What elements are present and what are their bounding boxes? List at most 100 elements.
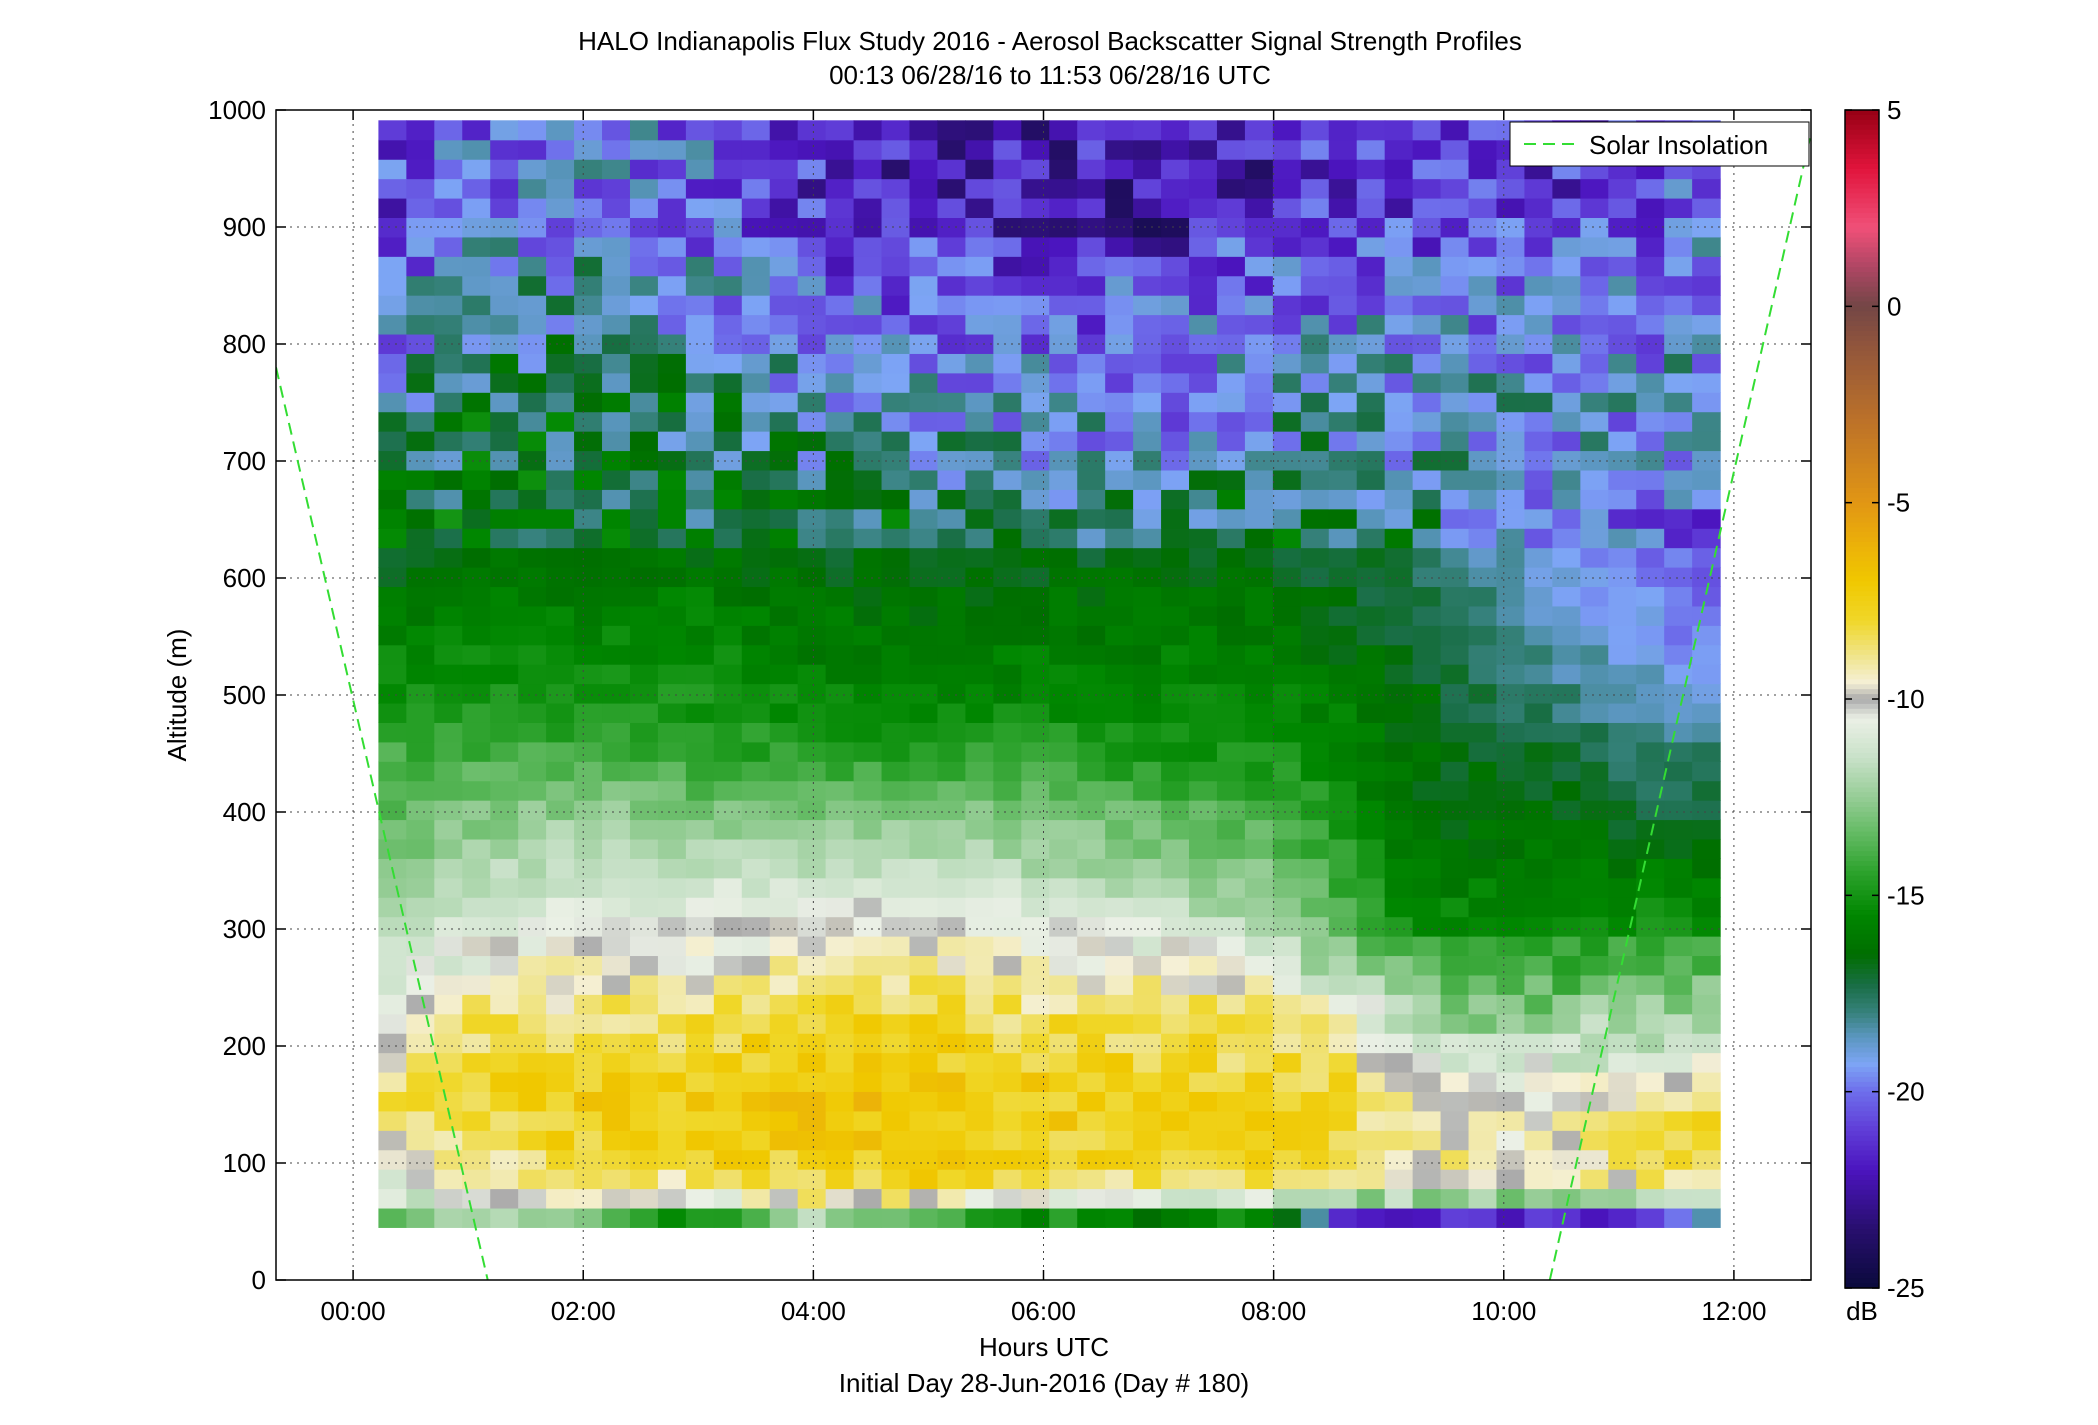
heatmap-cell — [937, 916, 966, 937]
heatmap-cell — [1468, 605, 1498, 626]
heatmap-cell — [378, 761, 407, 782]
heatmap-cell — [1664, 236, 1693, 257]
heatmap-cell — [1216, 508, 1246, 529]
heatmap-cell — [797, 877, 827, 898]
heatmap-cell — [1021, 741, 1050, 762]
heatmap-cell — [546, 489, 575, 510]
heatmap-cell — [1328, 372, 1358, 393]
colorbar-segment — [1845, 271, 1879, 278]
colorbar-segment — [1845, 276, 1879, 283]
heatmap-cell — [1272, 567, 1302, 588]
heatmap-cell — [1580, 431, 1609, 452]
colorbar-segment — [1845, 586, 1879, 592]
colorbar-segment — [1845, 924, 1879, 931]
heatmap-cell — [685, 411, 715, 432]
heatmap-cell — [797, 528, 827, 549]
heatmap-cell — [378, 159, 407, 180]
heatmap-cell — [1216, 411, 1246, 432]
heatmap-cell — [1328, 800, 1358, 821]
heatmap-cell — [993, 1110, 1022, 1131]
heatmap-cell — [1468, 469, 1498, 490]
heatmap-cell — [1244, 1033, 1274, 1054]
heatmap-cell — [490, 1052, 519, 1073]
heatmap-cell — [993, 994, 1022, 1015]
heatmap-cell — [1412, 411, 1442, 432]
heatmap-cell — [1580, 178, 1609, 199]
heatmap-cell — [1692, 567, 1721, 588]
heatmap-cell — [378, 275, 407, 296]
heatmap-cell — [685, 353, 715, 374]
heatmap-cell — [629, 994, 659, 1015]
heatmap-cell — [574, 644, 603, 665]
heatmap-cell — [1524, 625, 1553, 646]
heatmap-cell — [713, 236, 743, 257]
colorbar-segment — [1845, 124, 1879, 131]
heatmap-cell — [629, 1169, 659, 1190]
colorbar-segment — [1845, 1047, 1879, 1053]
heatmap-cell — [518, 1071, 547, 1092]
heatmap-cell — [434, 838, 463, 859]
heatmap-cell — [1608, 819, 1637, 840]
heatmap-cell — [881, 702, 911, 723]
heatmap-cell — [853, 586, 883, 607]
heatmap-cell — [853, 916, 883, 937]
heatmap-cell — [1580, 858, 1609, 879]
heatmap-cell — [518, 858, 547, 879]
heatmap-cell — [546, 314, 575, 335]
heatmap-cell — [993, 275, 1022, 296]
heatmap-cell — [1049, 528, 1078, 549]
heatmap-cell — [1216, 1033, 1246, 1054]
heatmap-cell — [909, 702, 939, 723]
heatmap-cell — [462, 1052, 491, 1073]
colorbar-segment — [1845, 1204, 1879, 1211]
colorbar-segment — [1845, 188, 1879, 195]
colorbar-segment — [1845, 448, 1879, 455]
heatmap-cell — [1636, 897, 1665, 918]
heatmap-cell — [1692, 178, 1721, 199]
heatmap-cell — [490, 1013, 519, 1034]
heatmap-cell — [1664, 353, 1693, 374]
heatmap-cell — [797, 314, 827, 335]
heatmap-cell — [825, 664, 855, 685]
heatmap-cell — [937, 197, 966, 218]
colorbar-segment — [1845, 625, 1879, 631]
colorbar-segment — [1845, 1155, 1879, 1161]
heatmap-cell — [1440, 431, 1470, 452]
heatmap-cell — [1189, 877, 1218, 898]
heatmap-cell — [769, 217, 799, 238]
heatmap-cell — [1468, 780, 1498, 801]
heatmap-cell — [1356, 1188, 1386, 1209]
heatmap-cell — [1608, 431, 1637, 452]
heatmap-cell — [378, 120, 407, 141]
heatmap-cell — [518, 936, 547, 957]
heatmap-cell — [825, 800, 855, 821]
heatmap-cell — [1021, 275, 1050, 296]
heatmap-cell — [769, 314, 799, 335]
heatmap-cell — [1384, 838, 1414, 859]
heatmap-cell — [1161, 333, 1190, 354]
heatmap-cell — [1133, 275, 1162, 296]
heatmap-cell — [1021, 1033, 1050, 1054]
heatmap-cell — [853, 819, 883, 840]
heatmap-cell — [1077, 489, 1106, 510]
heatmap-cell — [1440, 683, 1470, 704]
heatmap-cell — [1524, 1091, 1553, 1112]
heatmap-cell — [937, 605, 966, 626]
heatmap-cell — [909, 1033, 939, 1054]
heatmap-cell — [881, 1149, 911, 1170]
heatmap-cell — [1161, 139, 1190, 160]
colorbar-segment — [1845, 473, 1879, 479]
heatmap-cell — [1384, 159, 1414, 180]
heatmap-cell — [797, 1207, 827, 1228]
heatmap-cell — [1133, 508, 1162, 529]
heatmap-cell — [1189, 489, 1218, 510]
colorbar-segment — [1845, 556, 1879, 563]
heatmap-cell — [937, 450, 966, 471]
heatmap-cell — [378, 139, 407, 160]
heatmap-cell — [1440, 800, 1470, 821]
heatmap-cell — [1468, 936, 1498, 957]
heatmap-cell — [1664, 722, 1693, 743]
heatmap-cell — [769, 936, 799, 957]
heatmap-cell — [1440, 567, 1470, 588]
heatmap-cell — [1328, 1091, 1358, 1112]
